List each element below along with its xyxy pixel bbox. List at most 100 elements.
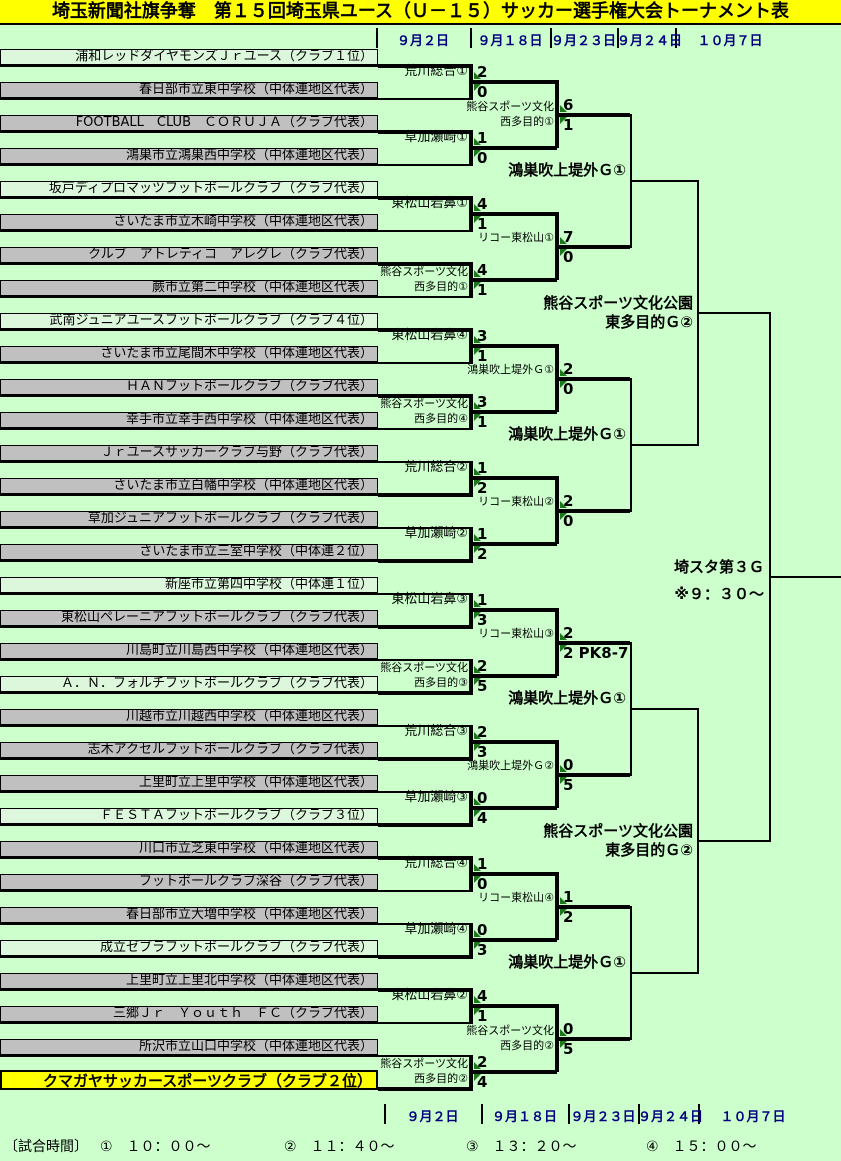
match-score-top: 1 xyxy=(477,525,488,543)
match-venue: 熊谷スポーツ文化 xyxy=(380,661,468,674)
team-connector-line xyxy=(0,857,473,859)
team-bar: 新座市立第四中学校（中体連１位） xyxy=(0,577,378,593)
match-score-top: 3 xyxy=(477,327,488,345)
match-venue: 荒川総合① xyxy=(404,64,468,79)
match-venue: 荒川総合② xyxy=(404,460,468,475)
match-score-bottom: 3 xyxy=(477,611,488,629)
corner-marker-icon xyxy=(474,1062,481,1069)
corner-marker-icon xyxy=(474,930,481,937)
team-connector-line xyxy=(0,725,473,727)
corner-marker-icon xyxy=(474,534,481,541)
team-bar: 成立ゼブラフットボールクラブ（クラブ代表） xyxy=(0,940,378,956)
team-connector-line xyxy=(0,692,473,694)
date-header-top: ９月１８日 xyxy=(477,34,543,49)
corner-marker-icon xyxy=(560,645,567,652)
corner-marker-icon xyxy=(474,282,481,289)
team-bar: 春日部市立大増中学校（中体連地区代表） xyxy=(0,907,378,923)
qf-venue: 鴻巣吹上堤外Ｇ① xyxy=(508,161,626,179)
corner-marker-icon xyxy=(560,765,567,772)
corner-marker-icon xyxy=(560,369,567,376)
date-header-bottom: １０月７日 xyxy=(720,1110,786,1125)
match-score-bottom: 0 xyxy=(563,512,574,530)
match-time-legend: 〔試合時間〕 ① １０：００～ ② １１：４０～ ③ １３：２０～ ④ １５：００～ xyxy=(4,1138,834,1156)
match-score-bottom: 0 xyxy=(563,248,574,266)
match-score-top: 7 xyxy=(563,228,574,246)
match-venue: リコー東松山④ xyxy=(478,891,554,904)
match-score-top: 0 xyxy=(477,789,488,807)
team-connector-line xyxy=(0,560,473,562)
match-score-top: 2 xyxy=(563,360,574,378)
date-separator xyxy=(568,1104,570,1124)
team-bar: フットボールクラブ深谷（クラブ代表） xyxy=(0,874,378,890)
match-score-top: 1 xyxy=(477,591,488,609)
match-score-top: 0 xyxy=(477,921,488,939)
round2-out-line xyxy=(555,773,630,777)
match-venue: 東松山岩鼻① xyxy=(391,196,468,211)
round2-out-line xyxy=(555,1037,630,1041)
match-score-bottom: 0 xyxy=(477,875,488,893)
match-score-bottom: 2 xyxy=(477,545,488,563)
team-bar: 幸手市立幸手西中学校（中体連地区代表） xyxy=(0,412,378,428)
round2-out-line xyxy=(555,377,630,381)
round1-out-line xyxy=(469,938,557,942)
winner-path-line xyxy=(378,493,473,497)
match-venue: 熊谷スポーツ文化 xyxy=(466,100,554,113)
team-bar: 上里町立上里中学校（中体連地区代表） xyxy=(0,775,378,791)
round1-out-line xyxy=(469,1070,557,1074)
corner-marker-icon xyxy=(560,117,567,124)
team-bar: Ａ．Ｎ．フォルチフットボールクラブ（クラブ代表） xyxy=(0,676,378,692)
match-score-top: 2 xyxy=(477,63,488,81)
match-score-bottom: 0 xyxy=(477,83,488,101)
date-header-bottom: ９月２日 xyxy=(406,1110,459,1125)
sf-venue: 熊谷スポーツ文化公園 xyxy=(543,294,693,312)
match-venue: 熊谷スポーツ文化 xyxy=(380,397,468,410)
match-score-top: 1 xyxy=(477,855,488,873)
qf-out-line xyxy=(630,444,697,446)
match-score-top: 3 xyxy=(477,393,488,411)
qf-venue: 鴻巣吹上堤外Ｇ① xyxy=(508,953,626,971)
round1-out-line xyxy=(469,344,557,348)
date-header-bottom: ９月２４日 xyxy=(638,1110,704,1125)
round1-out-line xyxy=(469,80,557,84)
corner-marker-icon xyxy=(474,414,481,421)
winner-path-line xyxy=(378,130,473,134)
date-separator xyxy=(698,1104,700,1124)
date-separator xyxy=(376,28,378,48)
date-separator xyxy=(638,1104,640,1124)
team-bar: 坂戸ディプロマッツフットボールクラブ（クラブ代表） xyxy=(0,181,378,197)
corner-marker-icon xyxy=(560,1029,567,1036)
team-connector-line xyxy=(0,593,473,595)
sf-out-line xyxy=(697,312,769,314)
round1-out-line xyxy=(469,146,557,150)
match-score-bottom: 4 xyxy=(477,1073,488,1091)
team-bar: さいたま市立木崎中学校（中体連地区代表） xyxy=(0,214,378,230)
corner-marker-icon xyxy=(474,204,481,211)
corner-marker-icon xyxy=(474,810,481,817)
team-connector-line xyxy=(0,131,473,133)
corner-marker-icon xyxy=(474,468,481,475)
team-bar: 上里町立上里北中学校（中体連地区代表） xyxy=(0,973,378,989)
match-score-bottom: 5 xyxy=(563,1040,574,1058)
match-venue: 西多目的③ xyxy=(414,676,468,689)
team-bar: 川島町立川島西中学校（中体連地区代表） xyxy=(0,643,378,659)
team-connector-line xyxy=(0,230,473,232)
corner-marker-icon xyxy=(560,237,567,244)
team-connector-line xyxy=(0,824,473,826)
match-score-bottom: 5 xyxy=(563,776,574,794)
round1-out-line xyxy=(469,674,557,678)
match-score-top: 1 xyxy=(563,888,574,906)
corner-marker-icon xyxy=(560,249,567,256)
legend-item: ② １１：４０～ xyxy=(284,1139,395,1155)
qf-out-line xyxy=(630,708,697,710)
match-score-top: 2 xyxy=(563,624,574,642)
date-header-bottom: ９月２３日 xyxy=(570,1110,636,1125)
final-time-note: ※９：３０～ xyxy=(674,585,764,603)
qf-venue: 鴻巣吹上堤外Ｇ① xyxy=(508,425,626,443)
winner-path-line xyxy=(378,757,473,761)
corner-marker-icon xyxy=(474,678,481,685)
match-score-bottom: 1 xyxy=(477,281,488,299)
winner-path-line xyxy=(378,625,473,629)
match-venue: 草加瀬崎① xyxy=(404,130,468,145)
team-bar: Ｊｒユースサッカークラブ与野（クラブ代表） xyxy=(0,445,378,461)
final-venue: 埼スタ第３Ｇ xyxy=(673,558,764,576)
